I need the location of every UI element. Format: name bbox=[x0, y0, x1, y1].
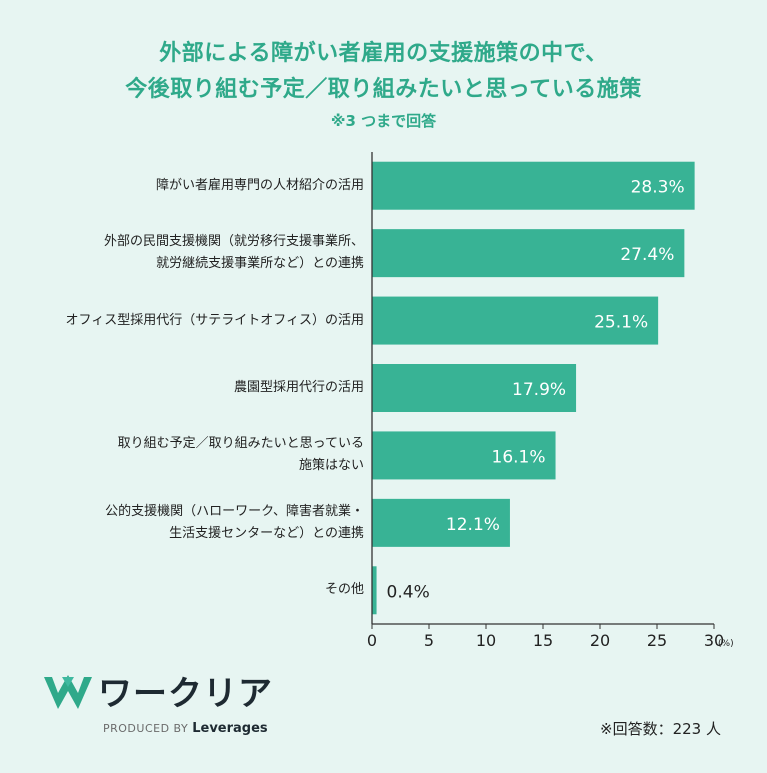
value-label-3: 25.1% bbox=[594, 313, 648, 333]
value-label-5: 16.1% bbox=[492, 447, 546, 467]
category-label-7: その他 bbox=[4, 579, 364, 601]
workclear-logo-icon bbox=[44, 675, 92, 709]
category-label-line: 障がい者雇用専門の人材紹介の活用 bbox=[155, 177, 364, 193]
title-line-2: 今後取り組む予定／取り組みたいと思っている施策 bbox=[125, 77, 642, 102]
category-label-line: 施策はない bbox=[298, 458, 364, 474]
logo-wordmark: ワークリア bbox=[98, 674, 273, 714]
category-label-line: その他 bbox=[324, 582, 364, 598]
bar-4 bbox=[372, 364, 577, 412]
category-label-2: 外部の民間支援機関（就労移行支援事業所、就労継続支援事業所など）との連携 bbox=[4, 231, 364, 275]
bar-5 bbox=[372, 431, 556, 480]
title-line-1: 外部による障がい者雇用の支援施策の中で、 bbox=[159, 41, 608, 66]
value-label-4: 17.9% bbox=[512, 380, 566, 400]
produced-by-brand: Leverages bbox=[192, 721, 268, 736]
bar-3 bbox=[372, 296, 659, 345]
category-label-line: 外部の民間支援機関（就労移行支援事業所、 bbox=[103, 234, 364, 250]
category-label-5: 取り組む予定／取り組みたいと思っている施策はない bbox=[4, 433, 364, 477]
value-label-2: 27.4% bbox=[620, 245, 674, 265]
category-label-line: 農園型採用代行の活用 bbox=[233, 380, 364, 395]
category-label-line: オフィス型採用代行（サテライトオフィス）の活用 bbox=[65, 312, 364, 328]
category-label-line: 生活支援センターなど）との連携 bbox=[169, 525, 364, 541]
x-tick-label-25: 25 bbox=[647, 631, 667, 650]
title-note: ※3 つまで回答 bbox=[330, 112, 437, 130]
produced-by-prefix: PRODUCED BY bbox=[103, 722, 189, 735]
bar-1 bbox=[372, 161, 695, 210]
bar-6 bbox=[372, 498, 510, 547]
category-label-4: 農園型採用代行の活用 bbox=[4, 377, 364, 399]
x-tick-label-0: 0 bbox=[367, 631, 377, 650]
x-tick-label-10: 10 bbox=[476, 631, 496, 650]
bar-chart: 28.3% 27.4% 25.1% 17.9% 16.1% 12.1% 0.4% 0 5 10 15… bbox=[367, 152, 734, 650]
category-label-6: 公的支援機関（ハローワーク、障害者就業・生活支援センターなど）との連携 bbox=[4, 501, 364, 545]
category-label-line: 取り組む予定／取り組みたいと思っている bbox=[117, 436, 364, 452]
chart-title: 外部による障がい者雇用の支援施策の中で、 今後取り組む予定／取り組みたいと思って… bbox=[0, 36, 767, 133]
category-label-1: 障がい者雇用専門の人材紹介の活用 bbox=[4, 175, 364, 197]
value-label-6: 12.1% bbox=[446, 515, 500, 535]
category-label-line: 公的支援機関（ハローワーク、障害者就業・ bbox=[105, 503, 364, 519]
value-label-7: 0.4% bbox=[387, 582, 430, 602]
bar-7 bbox=[372, 566, 377, 615]
x-axis-unit: (%) bbox=[718, 639, 734, 649]
x-tick-label-30: 30 bbox=[704, 631, 724, 650]
x-tick-label-15: 15 bbox=[533, 631, 553, 650]
x-tick-label-5: 5 bbox=[424, 631, 434, 650]
response-count-note: ※回答数：223 人 bbox=[600, 720, 721, 738]
produced-by: PRODUCED BY Leverages bbox=[103, 721, 268, 736]
category-label-line: 就労継続支援事業所など）との連携 bbox=[156, 256, 364, 272]
bar-2 bbox=[372, 229, 685, 278]
x-tick-label-20: 20 bbox=[590, 631, 610, 650]
category-label-3: オフィス型採用代行（サテライトオフィス）の活用 bbox=[4, 310, 364, 332]
value-label-1: 28.3% bbox=[631, 178, 685, 198]
